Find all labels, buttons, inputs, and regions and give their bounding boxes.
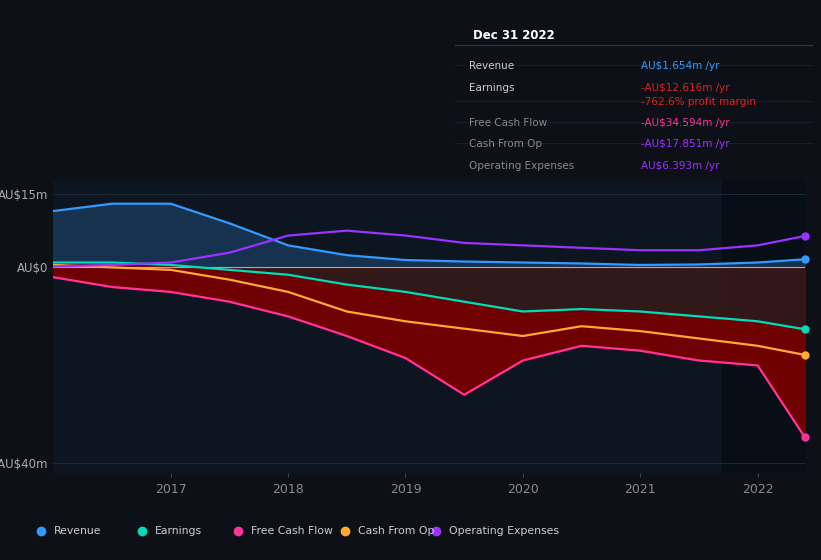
Text: Cash From Op: Cash From Op: [469, 139, 542, 150]
Bar: [722, 179, 805, 473]
Text: -AU$12.616m /yr: -AU$12.616m /yr: [641, 83, 730, 93]
Text: Cash From Op: Cash From Op: [358, 526, 434, 535]
Text: -762.6% profit margin: -762.6% profit margin: [641, 97, 756, 107]
Text: Free Cash Flow: Free Cash Flow: [469, 118, 548, 128]
Text: Revenue: Revenue: [54, 526, 102, 535]
Text: -AU$34.594m /yr: -AU$34.594m /yr: [641, 118, 730, 128]
Text: Operating Expenses: Operating Expenses: [469, 161, 575, 171]
Text: Operating Expenses: Operating Expenses: [449, 526, 559, 535]
Text: -AU$17.851m /yr: -AU$17.851m /yr: [641, 139, 730, 150]
Text: AU$6.393m /yr: AU$6.393m /yr: [641, 161, 719, 171]
Text: Dec 31 2022: Dec 31 2022: [473, 29, 554, 42]
Text: AU$1.654m /yr: AU$1.654m /yr: [641, 61, 719, 71]
Text: Earnings: Earnings: [155, 526, 203, 535]
Text: Revenue: Revenue: [469, 61, 514, 71]
Text: Free Cash Flow: Free Cash Flow: [251, 526, 333, 535]
Text: Earnings: Earnings: [469, 83, 515, 93]
